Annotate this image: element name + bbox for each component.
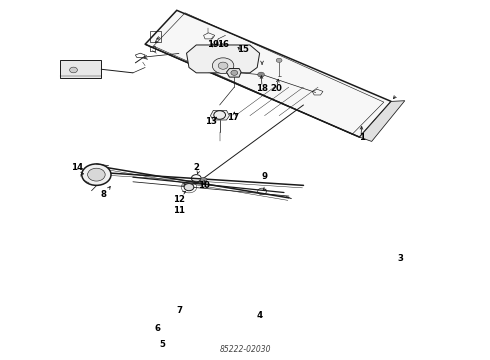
Text: 85222-02030: 85222-02030: [219, 345, 271, 354]
Polygon shape: [145, 10, 391, 137]
Text: 18: 18: [256, 84, 268, 93]
Circle shape: [212, 58, 234, 73]
Polygon shape: [226, 68, 241, 77]
Text: 11: 11: [173, 206, 185, 215]
Text: 13: 13: [205, 117, 217, 126]
Text: 8: 8: [101, 190, 107, 199]
Circle shape: [276, 58, 282, 63]
Circle shape: [258, 72, 265, 77]
Circle shape: [82, 164, 111, 185]
Polygon shape: [60, 60, 101, 78]
Text: 19: 19: [207, 40, 220, 49]
Circle shape: [88, 168, 105, 181]
Text: 4: 4: [257, 311, 263, 320]
Text: 6: 6: [154, 324, 160, 333]
Circle shape: [70, 67, 77, 73]
Polygon shape: [360, 101, 405, 141]
Text: 9: 9: [262, 172, 268, 181]
Text: 2: 2: [193, 163, 199, 172]
Text: 15: 15: [237, 45, 248, 54]
Circle shape: [218, 62, 228, 69]
Text: 1: 1: [359, 132, 365, 141]
Text: 5: 5: [159, 340, 165, 349]
Polygon shape: [210, 111, 229, 120]
Text: 10: 10: [197, 181, 210, 190]
Text: 14: 14: [71, 163, 83, 172]
Bar: [150, 31, 161, 42]
Text: 16: 16: [217, 40, 229, 49]
Text: 7: 7: [176, 306, 182, 315]
Text: 3: 3: [398, 254, 404, 263]
Polygon shape: [187, 45, 260, 73]
Text: 20: 20: [271, 84, 283, 93]
Text: 17: 17: [227, 113, 239, 122]
Text: 12: 12: [173, 195, 185, 204]
Circle shape: [184, 184, 194, 191]
Circle shape: [231, 70, 238, 75]
Circle shape: [200, 177, 207, 183]
